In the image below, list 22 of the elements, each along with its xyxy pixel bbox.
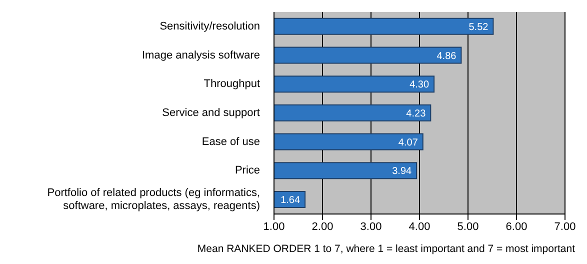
data-label: 1.64	[280, 195, 300, 206]
data-label: 3.94	[392, 166, 412, 178]
data-label: 4.23	[406, 108, 426, 120]
x-tick-label: 6.00	[506, 220, 528, 233]
x-axis-title: Mean RANKED ORDER 1 to 7, where 1 = least important and 7 = most important	[197, 243, 576, 255]
data-label: 4.07	[398, 137, 418, 148]
x-tick-label: 3.00	[360, 220, 382, 233]
y-tick-label: Price	[234, 164, 260, 177]
x-tick-label: 5.00	[457, 220, 479, 233]
y-tick-label: Throughput	[204, 78, 260, 90]
y-tick-label: Ease of use	[202, 136, 260, 148]
x-tick-label: 1.00	[263, 220, 285, 233]
y-tick-label: Image analysis software	[142, 49, 260, 62]
x-tick-label: 2.00	[312, 220, 334, 233]
y-tick-label: Service and support	[162, 106, 260, 119]
x-tick-label: 4.00	[408, 220, 430, 233]
y-tick-label: Sensitivity/resolution	[160, 20, 260, 32]
data-label: 4.86	[436, 50, 457, 62]
data-label: 5.52	[468, 22, 489, 33]
data-label: 4.30	[410, 80, 430, 91]
y-tick-label: Portfolio of related products (eg informatics, software, microplates, assays, reagents)	[47, 186, 260, 212]
x-tick-label: 7.00	[554, 220, 576, 233]
